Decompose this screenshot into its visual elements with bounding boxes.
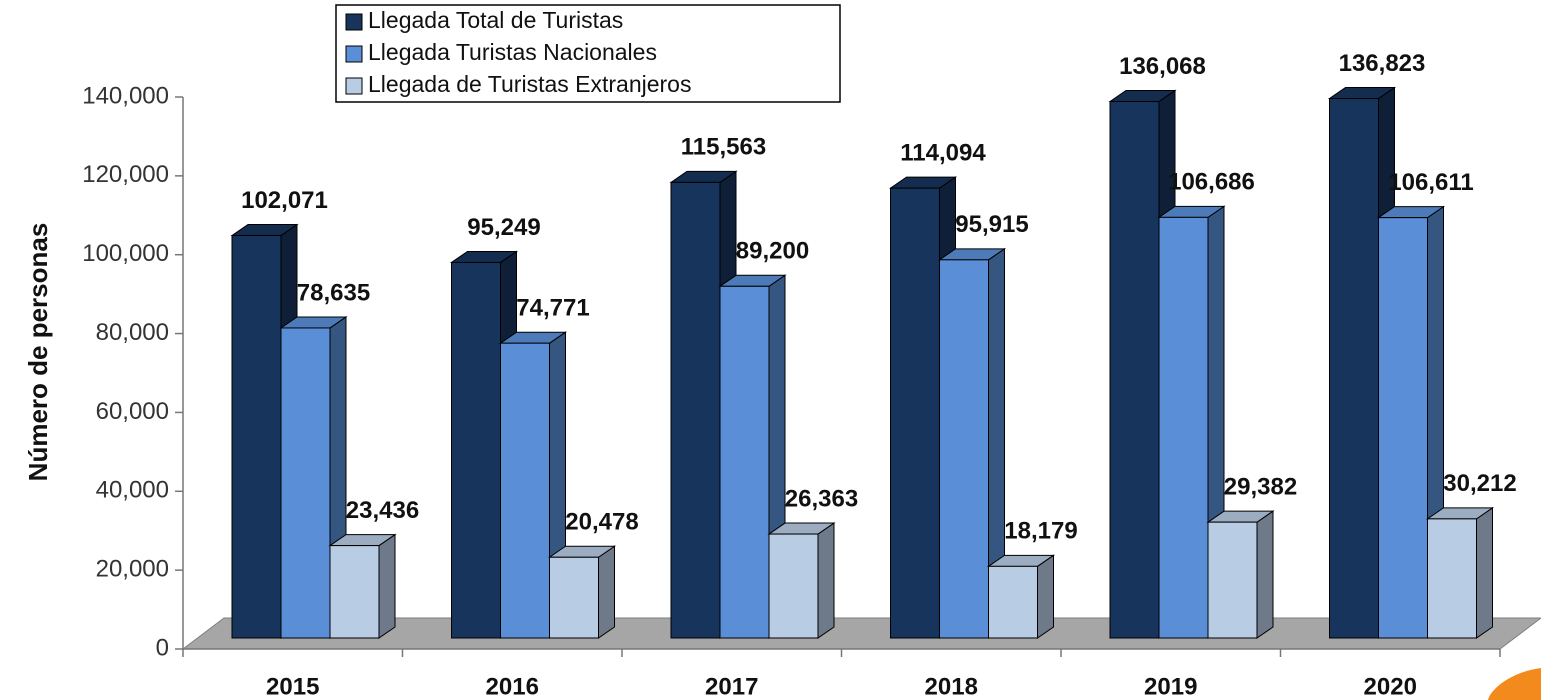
bar xyxy=(1427,518,1477,639)
y-tick-label: 60,000 xyxy=(96,398,169,425)
bar xyxy=(500,342,550,639)
bar xyxy=(1207,521,1258,639)
bar xyxy=(719,285,770,639)
bar xyxy=(329,545,380,639)
value-label: 106,611 xyxy=(1388,169,1473,196)
x-tick-label: 2020 xyxy=(1364,673,1417,700)
value-label: 106,686 xyxy=(1168,169,1255,196)
y-tick-label: 140,000 xyxy=(82,82,169,109)
bar xyxy=(231,235,282,639)
x-tick-label: 2019 xyxy=(1144,673,1197,700)
y-tick-label: 0 xyxy=(156,634,169,661)
value-label: 136,068 xyxy=(1119,53,1206,80)
value-label: 29,382 xyxy=(1224,473,1297,500)
value-label: 102,071 xyxy=(241,187,328,214)
legend-swatch xyxy=(345,77,363,95)
y-tick-label: 40,000 xyxy=(96,477,169,504)
value-label: 115,563 xyxy=(681,134,766,161)
bar-side xyxy=(817,522,835,639)
legend-swatch xyxy=(345,13,363,31)
legend-swatch xyxy=(345,45,363,63)
bar xyxy=(451,261,501,639)
bar xyxy=(1329,98,1379,639)
value-label: 30,212 xyxy=(1443,470,1516,497)
value-label: 23,436 xyxy=(346,497,419,524)
x-tick-label: 2016 xyxy=(486,673,539,700)
bar-side xyxy=(378,533,396,639)
value-label: 89,200 xyxy=(736,238,809,265)
x-tick-label: 2018 xyxy=(925,673,978,700)
bar-side xyxy=(1476,506,1493,639)
bar-side xyxy=(598,545,615,639)
bar xyxy=(939,259,989,639)
bar xyxy=(549,556,599,639)
bar-side xyxy=(1256,510,1274,639)
y-tick-label: 100,000 xyxy=(82,240,169,267)
legend-label: Llegada Turistas Nacionales xyxy=(368,39,657,65)
legend xyxy=(335,4,841,103)
value-label: 74,771 xyxy=(516,295,589,322)
legend-label: Llegada Total de Turistas xyxy=(368,7,623,33)
x-tick-label: 2017 xyxy=(705,673,758,700)
value-label: 136,823 xyxy=(1339,50,1426,77)
bar xyxy=(768,533,819,639)
bar xyxy=(1109,101,1160,639)
value-label: 95,249 xyxy=(467,214,540,241)
bar xyxy=(1158,216,1209,639)
y-axis-title: Número de personas xyxy=(23,223,53,482)
value-label: 18,179 xyxy=(1004,518,1077,545)
value-label: 20,478 xyxy=(565,509,638,536)
bar xyxy=(890,187,940,639)
bar-side xyxy=(1037,554,1054,639)
legend-label: Llegada de Turistas Extranjeros xyxy=(368,71,691,97)
x-tick-label: 2015 xyxy=(266,673,319,700)
bar xyxy=(670,181,721,639)
bar xyxy=(280,327,331,639)
value-label: 26,363 xyxy=(785,485,858,512)
y-tick-label: 20,000 xyxy=(96,555,169,582)
value-label: 95,915 xyxy=(955,211,1028,238)
bar xyxy=(1378,217,1428,639)
y-tick-label: 120,000 xyxy=(82,161,169,188)
value-label: 78,635 xyxy=(297,279,370,306)
value-label: 114,094 xyxy=(900,139,986,166)
y-tick-label: 80,000 xyxy=(96,319,169,346)
bar xyxy=(988,565,1038,639)
corner-decoration xyxy=(1488,668,1541,700)
